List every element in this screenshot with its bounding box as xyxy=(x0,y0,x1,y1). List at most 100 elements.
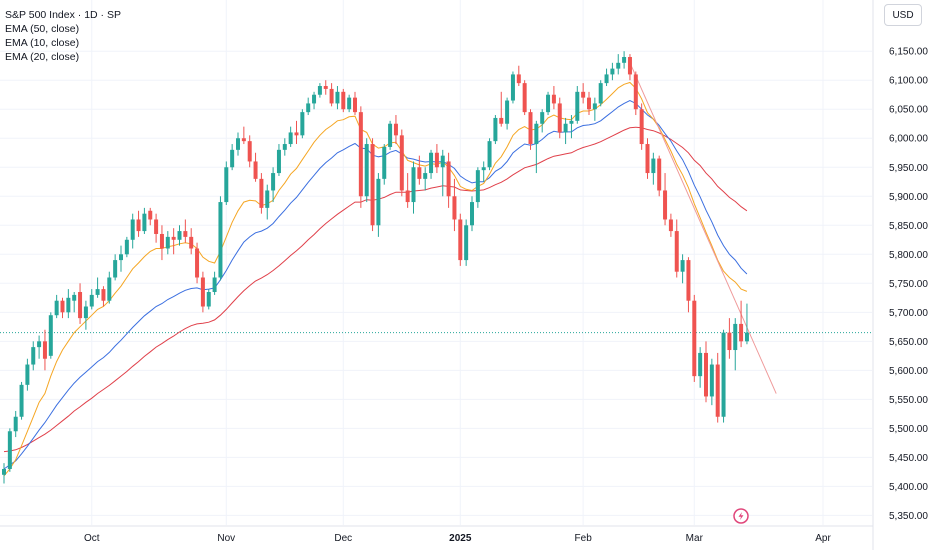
candle-body xyxy=(300,112,305,136)
candle-body xyxy=(592,103,597,110)
candle-body xyxy=(364,144,369,197)
candle-body xyxy=(148,210,153,220)
y-tick-label: 5,600.00 xyxy=(889,366,928,377)
y-tick-label: 5,450.00 xyxy=(889,453,928,464)
candle-body xyxy=(113,260,118,278)
y-tick-label: 6,150.00 xyxy=(889,47,928,58)
candle-body xyxy=(7,431,12,469)
candle-body xyxy=(569,120,574,124)
candle-body xyxy=(358,112,363,197)
candle-body xyxy=(540,112,545,124)
candle-body xyxy=(95,289,100,295)
candle-body xyxy=(66,297,71,313)
candle-body xyxy=(721,332,726,417)
candle-body xyxy=(19,384,24,417)
y-tick-label: 6,000.00 xyxy=(889,134,928,145)
y-tick-label: 5,700.00 xyxy=(889,308,928,319)
candle-body xyxy=(382,146,387,179)
candle-body xyxy=(423,173,428,179)
legend-ema10[interactable]: EMA (10, close) xyxy=(5,37,80,49)
candle-body xyxy=(329,88,334,104)
candle-body xyxy=(405,190,410,203)
candle-body xyxy=(42,341,47,359)
candle-body xyxy=(165,236,170,249)
candle-body xyxy=(581,91,586,98)
candle-body xyxy=(230,149,235,168)
trend-line xyxy=(629,62,777,394)
candle-body xyxy=(458,219,463,261)
y-tick-label: 5,650.00 xyxy=(889,337,928,348)
x-tick-label: Nov xyxy=(217,533,235,544)
candle-body xyxy=(727,332,732,351)
x-tick-label: Oct xyxy=(84,533,100,544)
legend-title[interactable]: S&P 500 Index · 1D · SP xyxy=(5,9,121,21)
candle-body xyxy=(189,236,194,249)
candle-body xyxy=(101,289,106,301)
x-tick-label: Apr xyxy=(815,533,831,544)
candle-body xyxy=(709,364,714,397)
candle-body xyxy=(31,347,36,365)
candle-body xyxy=(72,294,77,301)
candle-body xyxy=(212,277,217,293)
candle-body xyxy=(306,103,311,113)
candle-body xyxy=(633,74,638,110)
candle-body xyxy=(265,190,270,208)
candle-body xyxy=(528,112,533,145)
candle-body xyxy=(200,277,205,307)
candle-body xyxy=(446,161,451,197)
candle-body xyxy=(434,152,439,168)
candle-body xyxy=(388,123,393,147)
candle-body xyxy=(464,225,469,261)
candle-body xyxy=(142,213,147,232)
ema20-line xyxy=(3,99,748,470)
candle-body xyxy=(294,132,299,136)
legend-ema50[interactable]: EMA (50, close) xyxy=(5,23,80,35)
candle-body xyxy=(704,352,708,397)
candle-body xyxy=(516,74,521,84)
candle-body xyxy=(493,117,498,142)
lightning-icon[interactable] xyxy=(733,508,749,524)
candle-body xyxy=(510,74,515,101)
candle-body xyxy=(470,202,474,226)
ema10-line xyxy=(3,81,748,477)
candle-body xyxy=(587,97,591,110)
candle-body xyxy=(224,167,229,203)
candle-body xyxy=(452,196,457,220)
candle-body xyxy=(744,332,749,342)
candle-body xyxy=(475,170,480,203)
candle-body xyxy=(323,86,328,89)
candle-body xyxy=(159,233,164,249)
candle-body xyxy=(563,123,568,133)
candle-body xyxy=(739,323,744,342)
legend: S&P 500 Index · 1D · SP EMA (50, close) … xyxy=(5,8,121,64)
candle-body xyxy=(124,239,129,255)
y-tick-label: 5,850.00 xyxy=(889,221,928,232)
candle-body xyxy=(440,155,445,168)
candle-body xyxy=(282,144,287,150)
candle-body xyxy=(534,123,539,145)
candle-body xyxy=(89,294,94,307)
candle-body xyxy=(698,352,703,377)
candle-body xyxy=(335,91,340,104)
candle-body xyxy=(399,135,404,191)
y-tick-label: 5,500.00 xyxy=(889,424,928,435)
candle-body xyxy=(627,57,632,75)
y-tick-label: 5,800.00 xyxy=(889,250,928,261)
candle-body xyxy=(253,161,258,179)
candle-body xyxy=(241,138,246,142)
candle-body xyxy=(353,97,357,113)
candle-body xyxy=(499,117,504,124)
candle-body xyxy=(54,300,59,316)
y-tick-label: 5,950.00 xyxy=(889,163,928,174)
candle-body xyxy=(177,231,182,240)
candle-body xyxy=(733,323,738,351)
candle-body xyxy=(557,103,562,133)
legend-ema20[interactable]: EMA (20, close) xyxy=(5,51,80,63)
y-tick-label: 6,050.00 xyxy=(889,105,928,116)
candle-body xyxy=(481,167,486,171)
candle-body xyxy=(317,86,322,95)
candle-body xyxy=(505,100,510,124)
currency-button[interactable]: USD xyxy=(884,4,922,26)
